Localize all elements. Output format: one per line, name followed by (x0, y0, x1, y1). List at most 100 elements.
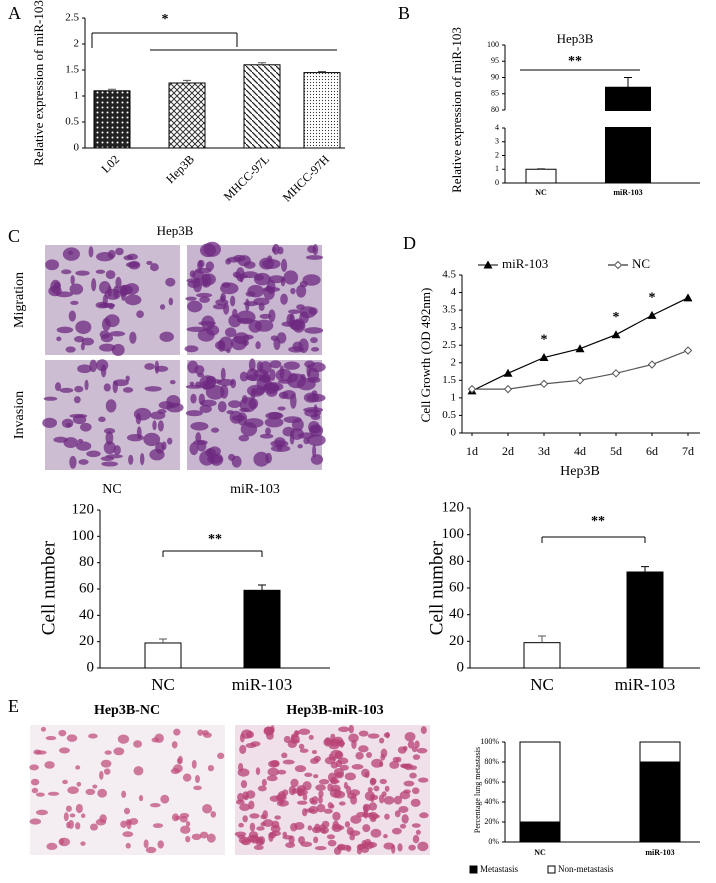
cell (318, 795, 323, 804)
cell (334, 751, 344, 760)
y-tick-label: 120 (72, 501, 95, 517)
cell (234, 274, 249, 279)
cell (199, 404, 212, 413)
cell (46, 842, 58, 851)
x-tick-label: Hep3B (163, 152, 197, 186)
error-bar (258, 62, 266, 65)
cell (63, 812, 69, 822)
cell (348, 733, 359, 743)
cell (310, 347, 320, 352)
cell (288, 835, 295, 845)
cell (185, 835, 191, 843)
y-tick-label: 120 (442, 499, 465, 515)
cell (125, 261, 140, 268)
cell (410, 798, 421, 808)
cell (300, 841, 313, 847)
cell (44, 761, 55, 769)
bar (626, 571, 664, 669)
cell (199, 450, 215, 466)
cell (115, 247, 124, 256)
cell (35, 792, 45, 797)
cell (100, 456, 114, 462)
cell (256, 826, 265, 831)
x-tick-label: 7d (682, 444, 694, 458)
y-axis-label: Relative expression of miR-103 (31, 0, 46, 166)
annotation: * (541, 333, 548, 348)
cell (149, 448, 165, 461)
panel-label: B (398, 3, 410, 23)
cell (61, 269, 72, 275)
cell (113, 747, 125, 756)
cell (265, 452, 272, 464)
cell (383, 833, 388, 839)
cell (154, 360, 160, 374)
cell (242, 339, 249, 346)
cell (203, 382, 216, 389)
cell (136, 310, 144, 318)
cell (33, 749, 42, 755)
cell (408, 844, 416, 851)
x-tick-label: NC (151, 675, 175, 694)
cell (146, 260, 153, 265)
cell (401, 814, 409, 824)
bar (243, 589, 281, 669)
cell (242, 815, 248, 823)
cell (310, 454, 324, 465)
y-tick-label: 0.5 (65, 116, 79, 128)
marker (611, 330, 621, 339)
cell (173, 728, 181, 736)
cell (54, 382, 62, 392)
cell (220, 367, 226, 381)
cell (152, 420, 157, 431)
error-bar (318, 71, 326, 73)
y-tick-label: 85 (491, 89, 499, 98)
cell (218, 336, 234, 352)
cell (393, 795, 403, 805)
cell (125, 375, 130, 382)
cell (144, 363, 155, 370)
cell (265, 427, 271, 436)
cell (269, 369, 276, 381)
cell (143, 432, 161, 447)
cell (122, 831, 134, 838)
cell (394, 810, 401, 818)
cell (120, 820, 127, 828)
cell (31, 787, 39, 794)
cell (62, 779, 68, 785)
cell (418, 777, 429, 783)
cell (290, 287, 296, 295)
cell (69, 283, 84, 295)
column-label: NC (102, 482, 121, 497)
cell (307, 376, 321, 383)
y-tick-label: 1 (451, 391, 457, 403)
cell (113, 445, 121, 455)
marker (539, 353, 549, 362)
cell (124, 283, 140, 295)
annotation: ** (208, 532, 222, 547)
cell (124, 294, 142, 306)
cell (310, 757, 319, 765)
cell (296, 800, 308, 805)
cell (70, 275, 75, 285)
x-tick-label: 6d (646, 444, 658, 458)
cell (145, 846, 157, 854)
cell (69, 813, 76, 818)
cell (244, 418, 264, 428)
cell (166, 402, 184, 413)
cell (75, 803, 83, 814)
cell (297, 432, 315, 439)
marker (683, 293, 693, 302)
y-tick-label: 2.5 (442, 339, 456, 351)
cell (313, 836, 319, 844)
cell (304, 408, 322, 417)
cell (75, 270, 90, 276)
cell (368, 802, 378, 811)
cell (259, 433, 274, 439)
annotation: ** (591, 514, 605, 529)
cell (69, 413, 88, 419)
cell (343, 781, 349, 790)
cell (298, 728, 311, 735)
cell (78, 459, 89, 465)
marker (647, 310, 657, 319)
cell (121, 790, 127, 798)
